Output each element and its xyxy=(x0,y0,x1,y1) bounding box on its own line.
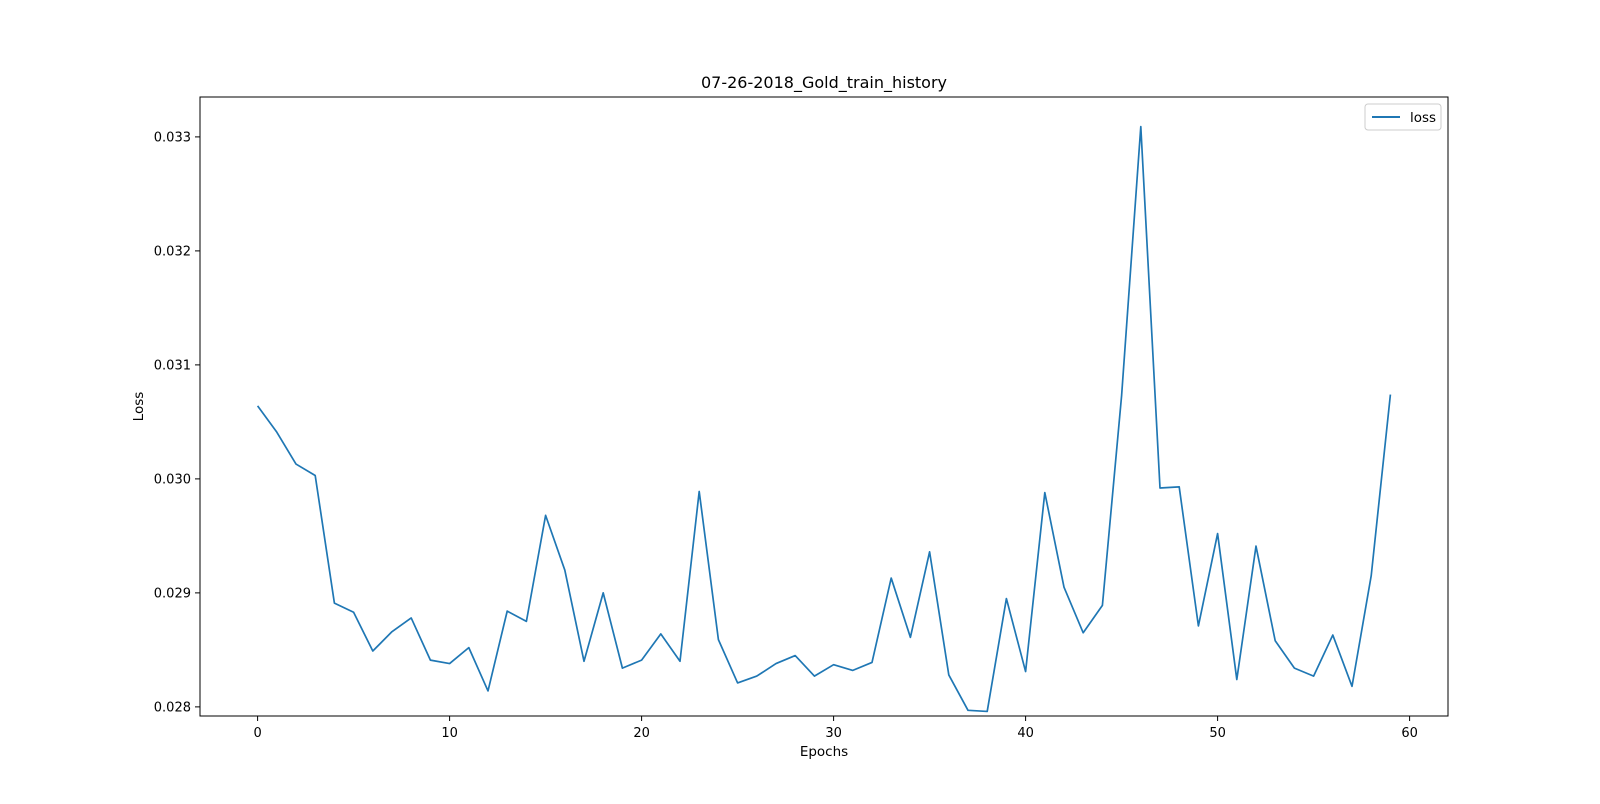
y-axis-ticks: 0.028 0.029 0.030 0.031 0.032 0.033 xyxy=(154,130,200,715)
x-tick-label: 0 xyxy=(253,726,261,741)
y-tick-label: 0.029 xyxy=(154,586,191,601)
y-tick-label: 0.030 xyxy=(154,472,191,487)
y-tick-label: 0.033 xyxy=(154,130,191,145)
plot-frame xyxy=(199,96,1449,717)
x-tick-label: 30 xyxy=(825,726,842,741)
chart-title: 07-26-2018_Gold_train_history xyxy=(701,73,947,93)
legend-label-loss: loss xyxy=(1410,110,1436,126)
y-tick-label: 0.028 xyxy=(154,700,191,715)
x-axis-label: Epochs xyxy=(800,744,848,760)
x-tick-label: 50 xyxy=(1209,726,1226,741)
y-tick-label: 0.032 xyxy=(154,244,191,259)
series-lines xyxy=(256,125,1392,713)
x-tick-label: 10 xyxy=(441,726,458,741)
legend: loss xyxy=(1364,103,1442,131)
legend-box xyxy=(1364,103,1442,131)
series-line-loss xyxy=(256,125,1392,713)
x-tick-label: 20 xyxy=(633,726,650,741)
x-axis-ticks: 0 10 20 30 40 50 60 xyxy=(253,716,1418,741)
x-tick-label: 60 xyxy=(1401,726,1418,741)
y-tick-label: 0.031 xyxy=(154,358,191,373)
x-tick-label: 40 xyxy=(1017,726,1034,741)
y-axis-label: Loss xyxy=(131,392,147,422)
plot-frame-border xyxy=(199,96,1449,717)
